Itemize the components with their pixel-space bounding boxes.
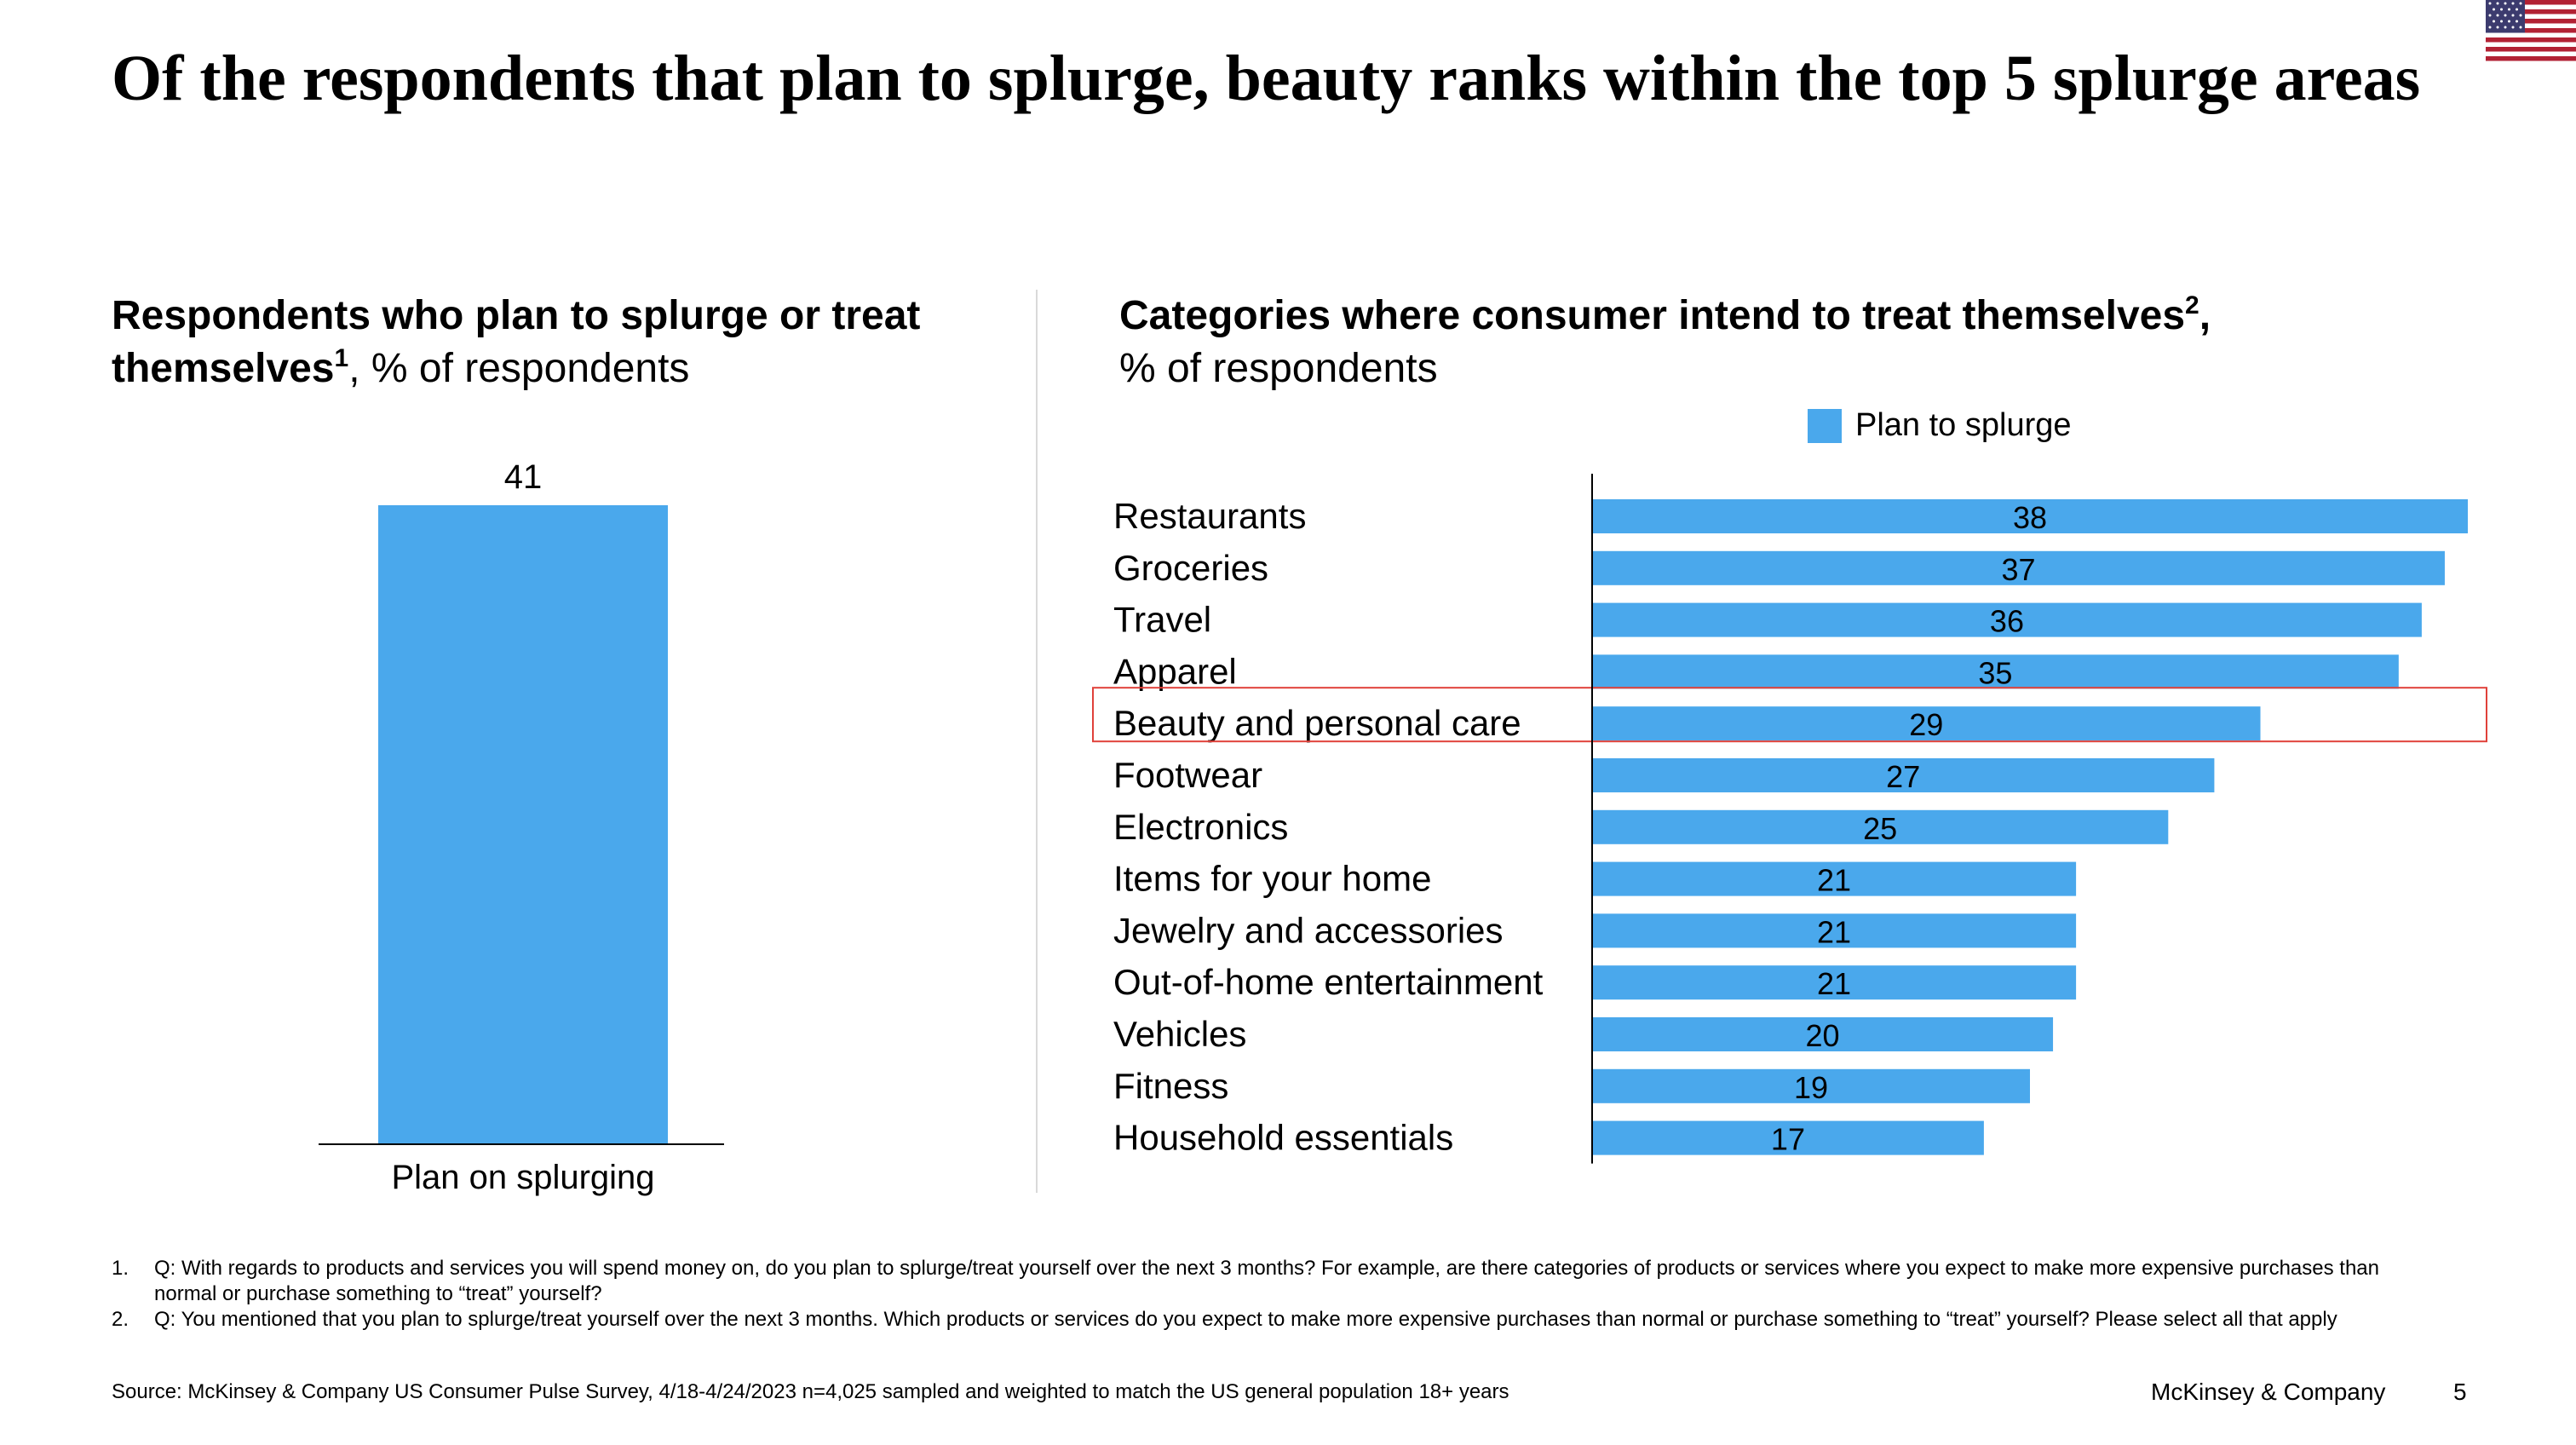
category-label-footwear: Footwear bbox=[1113, 755, 1262, 795]
legend-swatch bbox=[1808, 408, 1842, 443]
category-label-fitness: Fitness bbox=[1113, 1066, 1228, 1106]
bar-value-label-groceries: 37 bbox=[2001, 552, 2035, 587]
left-chart-heading-bold: Respondents who plan to splurge or treat… bbox=[112, 293, 920, 391]
bar-value-label-restaurants: 38 bbox=[2013, 500, 2047, 535]
bar-vehicles bbox=[1592, 1017, 2054, 1051]
panel-divider bbox=[1036, 290, 1038, 1193]
category-label-beauty-and-personal-care: Beauty and personal care bbox=[1113, 703, 1521, 743]
right-chart-heading: Categories where consumer intend to trea… bbox=[1119, 290, 2397, 395]
bar-value-label-footwear: 27 bbox=[1886, 759, 1920, 794]
footnote-number: 1. bbox=[112, 1257, 129, 1280]
left-heading-bold-text: Respondents who plan to splurge or treat… bbox=[112, 293, 921, 391]
footnote-2: 2. Q: You mentioned that you plan to spl… bbox=[112, 1307, 2395, 1333]
bar-value-label-out-of-home-entertainment: 21 bbox=[1817, 966, 1851, 1001]
left-heading-footnote-ref: 1 bbox=[334, 344, 349, 372]
category-label-items-for-your-home: Items for your home bbox=[1113, 859, 1431, 899]
bar-value-label-vehicles: 20 bbox=[1806, 1018, 1840, 1053]
page-title: Of the respondents that plan to splurge,… bbox=[112, 43, 2421, 114]
highlight-box bbox=[1092, 687, 2487, 743]
bar-value-label-electronics: 25 bbox=[1863, 811, 1897, 846]
left-chart-heading: Respondents who plan to splurge or treat… bbox=[112, 290, 1006, 395]
charts-canvas: 41 Plan on splurging Restaurants 38 Grocerie… bbox=[319, 458, 2487, 1196]
footnote-text: Q: You mentioned that you plan to splurg… bbox=[154, 1308, 2337, 1331]
bar-value-label-household-essentials: 17 bbox=[1771, 1122, 1805, 1157]
bar-items-for-your-home bbox=[1592, 861, 2077, 896]
right-heading-bold-text: Categories where consumer intend to trea… bbox=[1119, 293, 2186, 338]
right-heading-comma: , bbox=[2199, 293, 2211, 338]
category-label-household-essentials: Household essentials bbox=[1113, 1118, 1453, 1158]
footnotes: 1. Q: With regards to products and servi… bbox=[112, 1256, 2395, 1333]
category-label-groceries: Groceries bbox=[1113, 548, 1268, 588]
category-label-travel: Travel bbox=[1113, 600, 1211, 640]
right-heading-footnote-ref: 2 bbox=[2185, 291, 2199, 320]
category-label-electronics: Electronics bbox=[1113, 807, 1288, 847]
bar-value-label-travel: 36 bbox=[1990, 604, 2024, 639]
bar-value-label-apparel: 35 bbox=[1978, 655, 2012, 690]
footnote-number: 2. bbox=[112, 1308, 129, 1331]
source-note: Source: McKinsey & Company US Consumer P… bbox=[112, 1380, 1509, 1403]
bar-household-essentials bbox=[1592, 1120, 1984, 1155]
bar-groceries bbox=[1592, 550, 2445, 585]
x-tick-label: Plan on splurging bbox=[391, 1159, 654, 1196]
footnote-text: Q: With regards to products and services… bbox=[154, 1257, 2380, 1305]
bar-travel bbox=[1592, 602, 2422, 637]
bar-jewelry-and-accessories bbox=[1592, 913, 2077, 948]
bar-electronics bbox=[1592, 809, 2169, 844]
footnote-1: 1. Q: With regards to products and servi… bbox=[112, 1256, 2395, 1307]
bar-value-label-items-for-your-home: 21 bbox=[1817, 863, 1851, 898]
bar-apparel bbox=[1592, 654, 2399, 689]
right-heading-rest: % of respondents bbox=[1119, 346, 1438, 391]
us-flag-icon bbox=[2486, 0, 2576, 61]
left-heading-rest: , % of respondents bbox=[348, 346, 690, 391]
category-label-jewelry-and-accessories: Jewelry and accessories bbox=[1113, 910, 1504, 950]
bar-value-label-jewelry-and-accessories: 21 bbox=[1817, 914, 1851, 949]
brand-name: McKinsey & Company bbox=[2151, 1379, 2386, 1405]
bar-out-of-home-entertainment bbox=[1592, 965, 2077, 1000]
category-label-out-of-home-entertainment: Out-of-home entertainment bbox=[1113, 962, 1544, 1002]
bar-restaurants bbox=[1592, 499, 2468, 533]
bar-footwear bbox=[1592, 758, 2215, 792]
page-number: 5 bbox=[2453, 1379, 2467, 1405]
bar-value-label-fitness: 19 bbox=[1794, 1070, 1828, 1105]
bar-fitness bbox=[1592, 1068, 2030, 1103]
category-label-restaurants: Restaurants bbox=[1113, 496, 1306, 536]
legend-label: Plan to splurge bbox=[1855, 407, 2072, 443]
right-chart-heading-bold: Categories where consumer intend to trea… bbox=[1119, 291, 2211, 339]
bar-value-label-beauty-and-personal-care: 29 bbox=[1909, 707, 1943, 742]
chart-legend: Plan to splurge bbox=[1808, 407, 2072, 444]
category-label-vehicles: Vehicles bbox=[1113, 1014, 1246, 1054]
bar-beauty-and-personal-care bbox=[1592, 706, 2261, 741]
bar-value-label: 41 bbox=[504, 458, 543, 496]
bar-plan-on-splurging bbox=[378, 505, 668, 1144]
category-label-apparel: Apparel bbox=[1113, 651, 1237, 691]
